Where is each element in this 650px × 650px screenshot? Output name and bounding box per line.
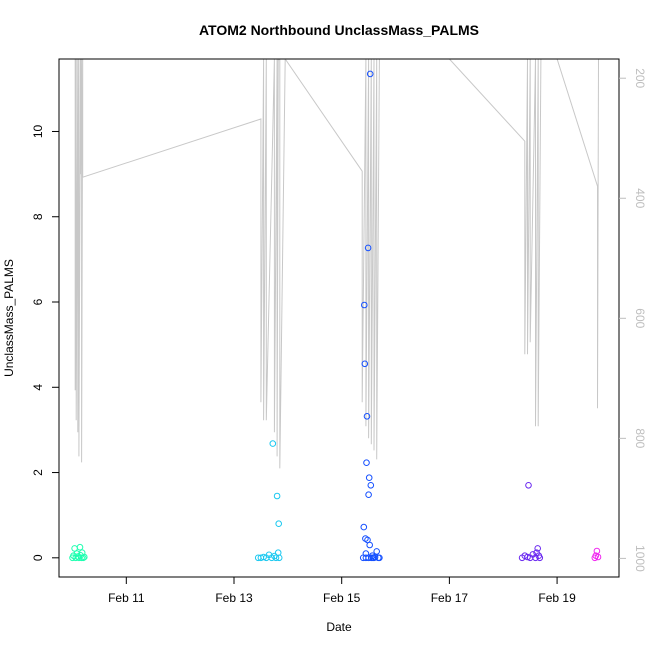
data-point — [366, 541, 374, 549]
data-point — [365, 491, 372, 499]
data-point — [70, 552, 77, 560]
y-tick-label: 10 — [31, 124, 45, 138]
data-point — [525, 482, 532, 489]
data-point — [363, 459, 370, 467]
data-point — [364, 244, 372, 252]
data-point — [373, 548, 381, 555]
data-point — [376, 554, 383, 562]
data-points — [69, 70, 602, 562]
x-tick-label: Feb 11 — [108, 591, 145, 605]
data-point — [367, 482, 375, 489]
data-point — [365, 554, 372, 562]
data-point — [594, 553, 602, 561]
data-point — [363, 413, 371, 420]
data-point — [534, 545, 542, 552]
y2-tick-label: 200 — [633, 68, 647, 88]
data-point — [269, 440, 277, 447]
y-axis: 0 2 4 6 8 10 — [31, 124, 59, 561]
x-axis: Feb 11 Feb 13 Feb 15 Feb 17 Feb 19 — [108, 577, 576, 605]
data-point — [366, 70, 374, 78]
data-point — [361, 301, 368, 309]
data-point — [365, 474, 373, 482]
data-point — [524, 553, 531, 561]
data-point — [275, 520, 283, 528]
data-point — [81, 553, 88, 561]
data-point — [76, 543, 84, 551]
y2-tick-label: 800 — [633, 428, 647, 448]
y2-tick-label: 1000 — [633, 545, 647, 572]
x-tick-label: Feb 19 — [538, 591, 576, 605]
x-axis-label: Date — [326, 620, 352, 634]
data-point — [273, 492, 281, 500]
y-axis-label: UnclassMass_PALMS — [2, 259, 16, 377]
x-tick-label: Feb 15 — [323, 591, 361, 605]
y2-tick-label: 400 — [633, 188, 647, 208]
data-point — [536, 554, 544, 562]
data-point — [362, 554, 370, 562]
pressure-trace-line — [74, 59, 599, 469]
data-point — [79, 554, 87, 562]
data-point — [361, 360, 369, 368]
y2-tick-label: 600 — [633, 308, 647, 328]
pressure-trace — [74, 59, 599, 469]
secondary-y-axis: 200 400 600 800 1000 — [619, 68, 647, 572]
x-tick-label: Feb 13 — [215, 591, 253, 605]
y-tick-label: 0 — [31, 554, 45, 561]
y-tick-label: 2 — [31, 469, 45, 476]
data-point — [260, 553, 267, 561]
y-tick-label: 8 — [31, 213, 45, 220]
data-point — [360, 523, 368, 531]
data-point — [369, 554, 377, 562]
y-tick-label: 4 — [31, 384, 45, 391]
data-point — [593, 547, 601, 555]
data-point — [275, 554, 283, 562]
x-tick-label: Feb 17 — [431, 591, 469, 605]
y-tick-label: 6 — [31, 298, 45, 305]
chart-title: ATOM2 Northbound UnclassMass_PALMS — [199, 22, 479, 38]
